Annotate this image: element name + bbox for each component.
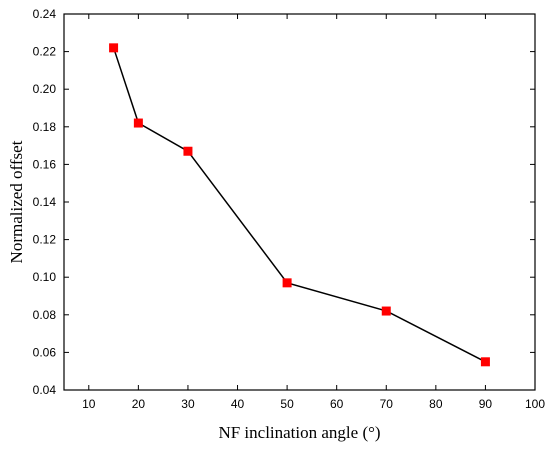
y-tick-label: 0.12 — [33, 233, 57, 247]
data-point — [133, 118, 143, 128]
x-tick-label: 30 — [181, 397, 195, 411]
data-point — [109, 43, 119, 53]
x-tick-label: 70 — [380, 397, 394, 411]
axis-ticks — [64, 13, 536, 391]
data-point — [183, 146, 193, 156]
y-tick-label: 0.06 — [33, 345, 57, 359]
x-tick-label: 80 — [429, 397, 443, 411]
y-tick-label: 0.14 — [33, 195, 57, 209]
y-tick-label: 0.20 — [33, 82, 57, 96]
x-axis-title: NF inclination angle (°) — [218, 423, 380, 442]
x-tick-label: 90 — [479, 397, 493, 411]
data-point — [480, 357, 490, 367]
x-tick-label: 40 — [231, 397, 245, 411]
plot-frame — [63, 13, 536, 391]
y-tick-label: 0.24 — [33, 7, 57, 21]
series-markers — [109, 43, 490, 367]
data-point — [282, 278, 292, 288]
y-axis-title: Normalized offset — [7, 140, 26, 263]
y-tick-label: 0.04 — [33, 383, 57, 397]
y-tick-label: 0.16 — [33, 157, 57, 171]
x-tick-label: 60 — [330, 397, 344, 411]
x-tick-label: 50 — [280, 397, 294, 411]
x-tick-label: 20 — [132, 397, 146, 411]
y-tick-label: 0.10 — [33, 270, 57, 284]
x-tick-label: 10 — [82, 397, 96, 411]
y-tick-label: 0.08 — [33, 308, 57, 322]
y-tick-label: 0.18 — [33, 120, 57, 134]
series-line — [112, 47, 486, 363]
x-tick-label: 100 — [525, 397, 545, 411]
data-point — [381, 306, 391, 316]
y-tick-label: 0.22 — [33, 45, 57, 59]
axis-tick-labels: 10 20 30 40 50 60 70 80 90 100 0.04 0.06 0.08 0.10 0.1… — [33, 7, 546, 411]
